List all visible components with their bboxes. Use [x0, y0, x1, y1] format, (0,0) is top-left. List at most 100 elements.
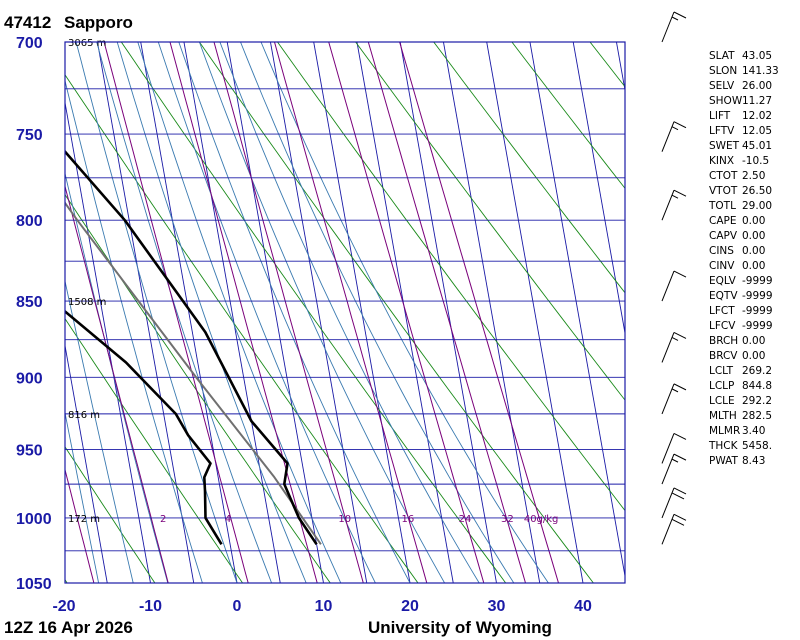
isotherm-line [226, 42, 324, 583]
index-value: 269.2 [742, 365, 773, 377]
index-value: 26.50 [742, 185, 773, 197]
moist-adiabat [240, 42, 515, 583]
index-row: CAPE 0.00 [709, 214, 797, 229]
height-label: 1508 m [68, 297, 106, 308]
isotherm-line [399, 42, 497, 583]
isotherm-line [97, 42, 195, 583]
mixing-ratio-line [0, 42, 4, 583]
index-row: CINS 0.00 [709, 244, 797, 259]
moist-adiabat [65, 78, 203, 583]
mixing-ratio-line [274, 42, 428, 583]
index-key: PWAT [709, 455, 738, 467]
temperature-trace [65, 309, 223, 545]
pressure-tick-label: 700 [16, 35, 43, 52]
index-key: VTOT [709, 185, 738, 197]
isotherm-line [313, 42, 411, 583]
index-value: 0.00 [742, 260, 766, 272]
dry-adiabat [277, 42, 625, 512]
pressure-tick-label: 750 [16, 127, 43, 144]
index-row: CINV 0.00 [709, 259, 797, 274]
index-key: THCK [709, 440, 738, 452]
sounding-indices: SLAT 43.05 SLON 141.33 SELV 26.00 SHOW 11.27 LIF… [709, 49, 797, 469]
index-value: 0.00 [742, 350, 766, 362]
index-value: 0.00 [742, 215, 766, 227]
index-key: LFTV [709, 125, 735, 137]
index-value: -9999 [742, 320, 773, 332]
isotherm-line [443, 42, 541, 583]
index-row: EQLV -9999 [709, 274, 797, 289]
pressure-tick-label: 900 [16, 370, 43, 387]
dry-adiabat [511, 42, 625, 190]
index-value: 282.5 [742, 410, 773, 422]
wind-barb [661, 453, 687, 485]
isotherm-line [572, 42, 625, 336]
isotherm-line [0, 42, 21, 583]
index-value: 43.05 [742, 50, 773, 62]
moist-adiabat [137, 42, 342, 583]
index-row: LCLP 844.8 [709, 379, 797, 394]
moist-adiabat [75, 42, 238, 583]
index-key: SWET [709, 140, 740, 152]
index-row: TOTL 29.00 [709, 199, 797, 214]
chart-labels: 700 750 800 850 900 950 1000 1050-20 -10 0 10 20 30 4… [16, 35, 592, 615]
isotherm-line [183, 42, 281, 583]
index-value: -9999 [742, 305, 773, 317]
index-row: SWET 45.01 [709, 139, 797, 154]
mixing-ratio-label: 4 [225, 514, 231, 525]
mixing-ratio-line [213, 42, 364, 583]
wind-barb [661, 121, 687, 152]
height-label: 816 m [68, 410, 100, 421]
index-value: -10.5 [742, 155, 770, 167]
index-row: VTOT 26.50 [709, 184, 797, 199]
index-value: 5458. [742, 440, 773, 452]
dewpoint-trace [65, 149, 318, 546]
index-value: 292.2 [742, 395, 773, 407]
index-key: LCLT [709, 365, 733, 377]
index-key: CAPV [709, 230, 738, 242]
background-lines [0, 42, 625, 583]
dry-adiabat [65, 578, 68, 583]
dry-adiabat [65, 446, 156, 583]
pressure-tick-label: 950 [16, 442, 43, 459]
wind-barb [661, 189, 687, 221]
wind-barb [661, 513, 687, 545]
index-key: CAPE [709, 215, 737, 227]
index-key: CTOT [709, 170, 738, 182]
footer-credit: University of Wyoming [368, 618, 552, 637]
wind-barb [661, 11, 687, 43]
index-row: LCLT 269.2 [709, 364, 797, 379]
station-id: 47412 [4, 13, 51, 32]
index-value: 2.50 [742, 170, 766, 182]
index-value: 141.33 [742, 65, 779, 77]
pressure-tick-label: 1050 [16, 576, 52, 593]
moist-adiabat [96, 42, 273, 583]
index-row: LFCV -9999 [709, 319, 797, 334]
moist-adiabat [0, 42, 64, 583]
isotherm-line [616, 42, 625, 93]
index-value: 45.01 [742, 140, 773, 152]
moist-adiabat [219, 42, 480, 583]
pressure-tick-label: 850 [16, 294, 43, 311]
dry-adiabat [433, 42, 625, 294]
isotherm-line [356, 42, 454, 583]
mixing-ratio-label: 10 [338, 514, 351, 525]
mixing-ratio-label: 40g/kg [524, 514, 559, 525]
index-key: TOTL [709, 200, 736, 212]
temperature-tick-label: 30 [488, 598, 506, 615]
index-key: SLON [709, 65, 738, 77]
index-row: CAPV 0.00 [709, 229, 797, 244]
moist-adiabat [65, 279, 134, 583]
wind-barb [661, 331, 687, 363]
parcel-path [65, 201, 322, 545]
index-row: PWAT 8.43 [709, 454, 797, 469]
index-key: SHOW [709, 95, 743, 107]
index-key: LFCT [709, 305, 735, 317]
index-key: SELV [709, 80, 735, 92]
dry-adiabat [355, 42, 625, 401]
index-value: 8.43 [742, 455, 766, 467]
index-row: KINX -10.5 [709, 154, 797, 169]
isotherm-line [140, 42, 238, 583]
index-value: 3.40 [742, 425, 766, 437]
index-row: LCLE 292.2 [709, 394, 797, 409]
